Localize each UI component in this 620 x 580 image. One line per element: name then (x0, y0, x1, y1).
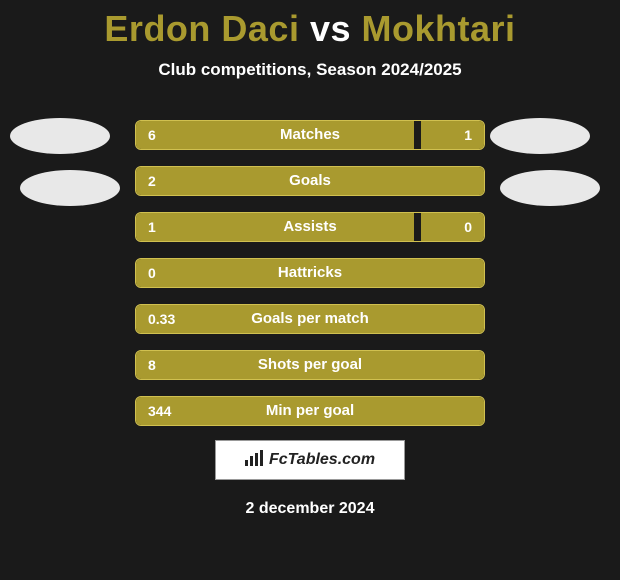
stat-row: 344Min per goal (135, 396, 485, 426)
player1-name: Erdon Daci (104, 8, 299, 49)
stats-rows: 61Matches 2Goals 10Assists 0Hattricks 0.33Go… (0, 120, 620, 442)
player2-name: Mokhtari (362, 8, 516, 49)
stat-row: 0.33Goals per match (135, 304, 485, 334)
chart-icon (245, 450, 265, 471)
stat-label: Min per goal (136, 397, 484, 425)
stat-row: 10Assists (135, 212, 485, 242)
stat-row: 0Hattricks (135, 258, 485, 288)
stat-label: Goals (136, 167, 484, 195)
stat-row: 61Matches (135, 120, 485, 150)
stat-label: Goals per match (136, 305, 484, 333)
stat-label: Hattricks (136, 259, 484, 287)
stat-row: 8Shots per goal (135, 350, 485, 380)
stat-label: Matches (136, 121, 484, 149)
stat-row: 2Goals (135, 166, 485, 196)
stat-label: Shots per goal (136, 351, 484, 379)
stat-label: Assists (136, 213, 484, 241)
date-label: 2 december 2024 (0, 500, 620, 518)
comparison-title: Erdon Daci vs Mokhtari (0, 0, 620, 50)
subtitle: Club competitions, Season 2024/2025 (0, 60, 620, 80)
brand-box: FcTables.com (215, 440, 405, 480)
brand-text: FcTables.com (269, 451, 375, 469)
vs-label: vs (310, 8, 351, 49)
